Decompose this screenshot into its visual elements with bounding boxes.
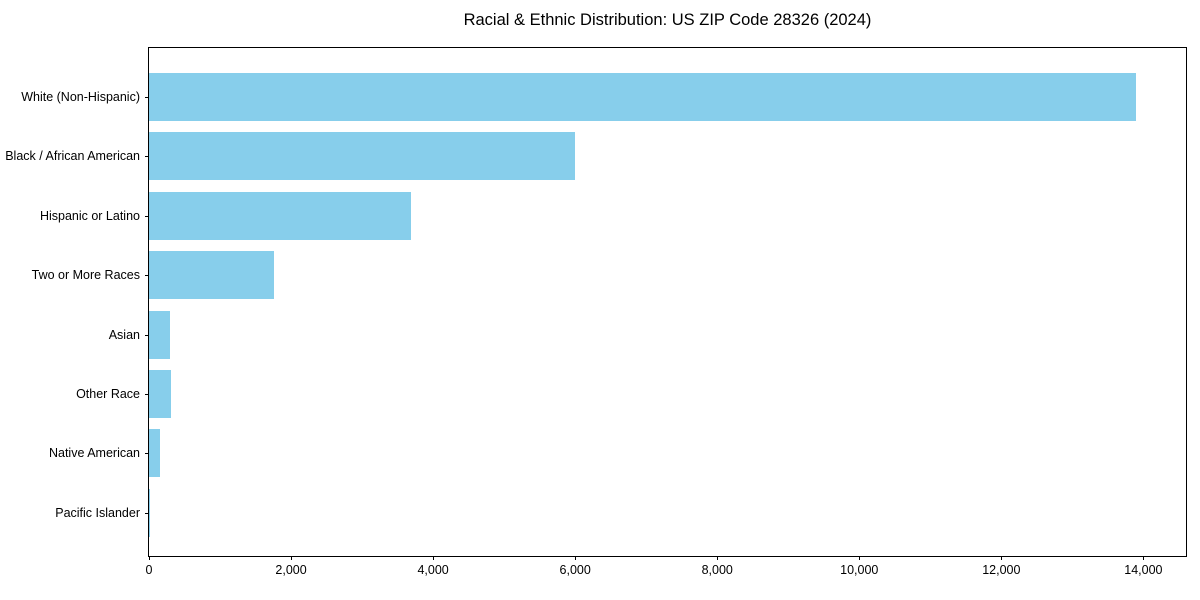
- x-tick-label: 2,000: [275, 563, 307, 577]
- x-tick-mark: [575, 556, 577, 560]
- y-tick-mark: [145, 512, 149, 514]
- y-tick-mark: [145, 156, 149, 158]
- plot-area: White (Non-Hispanic) Black / African Amer…: [5, 47, 1187, 576]
- x-tick-label: 6,000: [559, 563, 591, 577]
- y-axis-label: Hispanic or Latino: [39, 208, 140, 223]
- x-tick-mark: [717, 556, 719, 560]
- bar: [149, 429, 161, 478]
- y-tick-mark: [145, 275, 149, 277]
- y-axis-label: Native American: [48, 446, 140, 461]
- y-axis-label: Other Race: [76, 386, 140, 401]
- y-axis-label: Two or More Races: [31, 267, 140, 282]
- bar: [149, 310, 170, 359]
- y-tick-mark: [145, 97, 149, 98]
- x-tick-label: 0: [145, 563, 153, 577]
- bar: [149, 488, 151, 537]
- y-axis-label: Black / African American: [5, 149, 140, 164]
- x-tick-label: 10,000: [840, 563, 879, 577]
- x-tick-mark: [291, 556, 293, 560]
- x-tick-mark: [149, 556, 150, 560]
- y-axis-label: White (Non-Hispanic): [21, 89, 140, 104]
- y-tick-mark: [145, 394, 149, 395]
- y-tick-mark: [145, 215, 149, 217]
- bar: [149, 191, 412, 240]
- bar: [149, 73, 1137, 121]
- chart-title: Racial & Ethnic Distribution: US ZIP Cod…: [463, 11, 872, 29]
- x-tick-mark: [433, 556, 435, 560]
- x-tick-mark: [859, 556, 861, 560]
- x-tick-label: 12,000: [982, 563, 1021, 577]
- bar: [149, 370, 172, 418]
- y-tick-mark: [145, 453, 149, 455]
- y-axis-label: Asian: [108, 327, 140, 342]
- x-tick-mark: [1143, 556, 1145, 560]
- y-axis-label: Pacific Islander: [55, 505, 140, 520]
- x-tick-label: 4,000: [417, 563, 449, 577]
- x-tick-label: 14,000: [1124, 563, 1163, 577]
- bar: [149, 251, 274, 300]
- x-tick-label: 8,000: [701, 563, 733, 577]
- y-tick-mark: [145, 334, 149, 336]
- x-tick-mark: [1001, 556, 1003, 560]
- bar: [149, 132, 576, 181]
